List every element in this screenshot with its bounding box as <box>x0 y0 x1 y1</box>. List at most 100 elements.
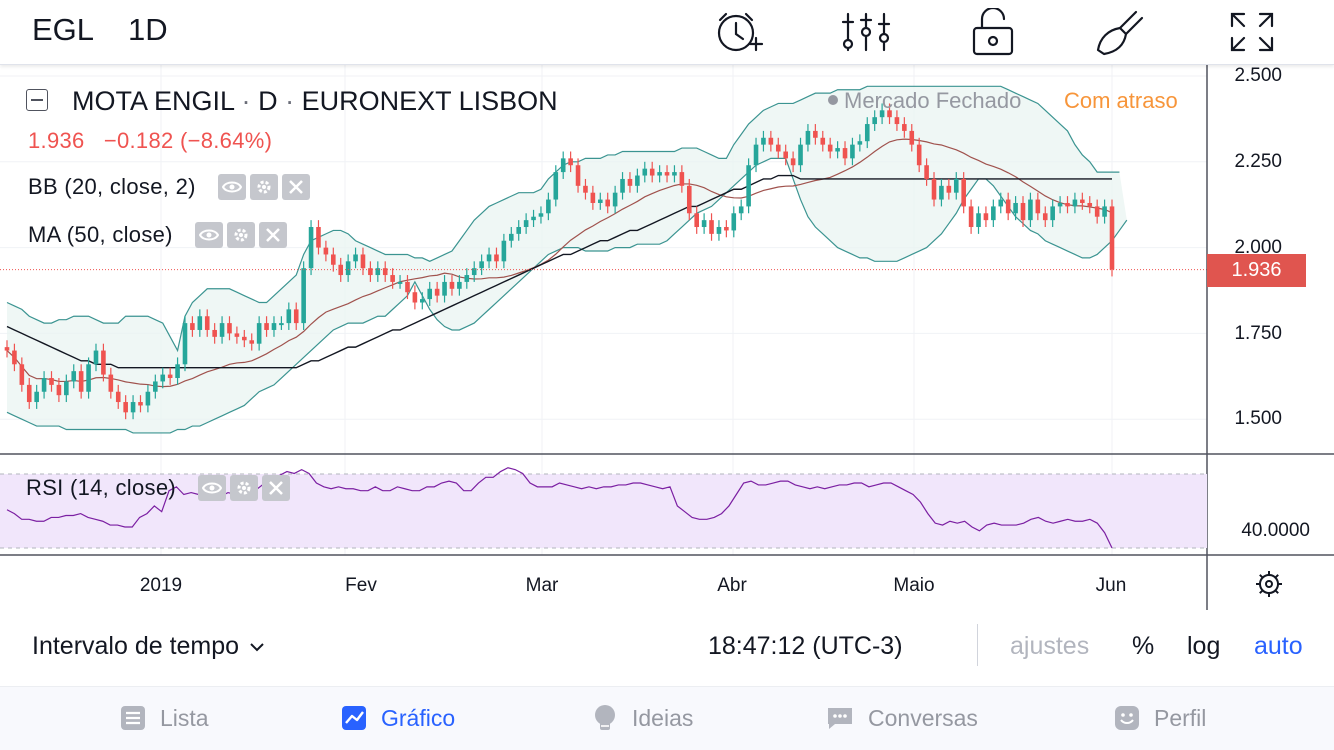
candle-body <box>4 347 10 351</box>
candle-body <box>798 144 803 166</box>
log-toggle[interactable]: log <box>1187 632 1221 660</box>
candle-body <box>486 254 492 262</box>
price-tick: 1.500 <box>1234 408 1282 429</box>
candle-body <box>998 199 1004 207</box>
candle-body <box>271 323 277 330</box>
candle-body <box>368 268 373 276</box>
chat-icon <box>828 708 852 729</box>
eye-icon[interactable] <box>194 222 223 248</box>
tab-label: Ideias <box>632 704 694 731</box>
price-tick: 2.250 <box>1234 151 1282 172</box>
time-range-button[interactable]: Intervalo de tempo <box>32 632 265 661</box>
gear-icon[interactable] <box>249 174 278 200</box>
eye-icon[interactable] <box>198 475 226 501</box>
candle-body <box>1065 202 1070 207</box>
candle-body <box>345 261 351 276</box>
fullscreen-icon[interactable] <box>1226 8 1278 56</box>
chevron-down-icon <box>250 642 264 651</box>
candle-body <box>1035 199 1041 214</box>
candle-body <box>649 168 655 176</box>
candle-body <box>1005 199 1011 214</box>
candle-body <box>864 124 870 142</box>
candle-body <box>204 316 210 330</box>
candle-body <box>115 391 121 403</box>
candle-body <box>464 275 470 282</box>
candle-body <box>679 172 685 186</box>
percent-toggle[interactable]: % <box>1132 632 1155 660</box>
drawing-icon[interactable] <box>1094 8 1146 56</box>
candle-body <box>442 281 447 296</box>
candle-body <box>701 220 707 228</box>
candle-body <box>501 240 507 262</box>
gear-icon[interactable] <box>226 222 255 248</box>
candle-body <box>939 185 944 200</box>
interval-button[interactable]: 1D <box>128 12 168 47</box>
candle-body <box>308 227 314 269</box>
price-chart[interactable] <box>0 65 1334 610</box>
candle-body <box>197 316 203 330</box>
candle-body <box>360 254 366 269</box>
time-tick: 2019 <box>139 575 183 596</box>
candle-body <box>338 264 344 276</box>
close-icon[interactable] <box>258 222 287 248</box>
candle-body <box>820 137 826 145</box>
candle-body <box>1087 202 1093 207</box>
candle-body <box>894 117 900 125</box>
gear-icon[interactable] <box>230 475 258 501</box>
time-tick: Maio <box>893 575 935 596</box>
tab-grafico[interactable]: Gráfico <box>341 702 455 734</box>
tab-conversas[interactable]: Conversas <box>826 702 978 734</box>
minus-box-icon[interactable] <box>26 89 48 111</box>
candle-body <box>842 148 848 159</box>
time-range-label: Intervalo de tempo <box>32 632 240 660</box>
alarm-add-icon[interactable] <box>712 8 764 56</box>
tab-ideias[interactable]: Ideias <box>592 702 693 734</box>
clock-time: 18:47:12 (UTC-3) <box>708 632 903 660</box>
candle-body <box>264 323 269 330</box>
candle-body <box>212 329 217 337</box>
candle-body <box>546 199 551 214</box>
candle-body <box>41 378 47 392</box>
settings-button[interactable]: ajustes <box>1010 632 1090 660</box>
candle-body <box>976 213 981 228</box>
indicators-icon[interactable] <box>840 8 892 56</box>
candle-body <box>449 281 455 289</box>
bb-band-fill <box>7 86 1127 433</box>
candle-body <box>768 137 774 145</box>
rsi-line <box>6 467 1113 549</box>
candle-body <box>568 158 573 166</box>
market-status: Mercado Fechado <box>828 88 1021 114</box>
eye-icon[interactable] <box>217 174 246 200</box>
candle-body <box>130 402 136 413</box>
candle-body <box>924 165 929 179</box>
candle-body <box>516 227 522 234</box>
legend-exchange: EURONEXT LISBON <box>301 86 558 116</box>
candle-body <box>657 172 662 176</box>
candle-body <box>538 213 544 217</box>
candle-body <box>227 323 232 334</box>
candle-body <box>872 117 877 125</box>
tab-lista[interactable]: Lista <box>120 702 209 734</box>
candle-body <box>694 213 699 228</box>
lock-icon[interactable] <box>968 6 1020 56</box>
gear-icon[interactable] <box>1254 569 1284 599</box>
candle-body <box>1094 206 1100 217</box>
candle-body <box>160 374 166 382</box>
candle-body <box>553 172 559 200</box>
candle-body <box>420 299 425 303</box>
symbol-button[interactable]: EGL <box>32 12 95 47</box>
candle-body <box>664 172 670 176</box>
time-tick: Jun <box>1095 575 1127 596</box>
tab-perfil[interactable]: Perfil <box>1114 702 1206 734</box>
auto-toggle[interactable]: auto <box>1254 632 1303 660</box>
candle-body <box>1102 206 1107 217</box>
close-icon[interactable] <box>262 475 290 501</box>
market-status-text: Mercado Fechado <box>844 88 1022 113</box>
candle-body <box>434 288 440 296</box>
candle-body <box>301 268 306 324</box>
close-icon[interactable] <box>281 174 310 200</box>
candle-body <box>153 381 158 392</box>
candle-body <box>709 220 714 234</box>
candle-body <box>1072 199 1078 207</box>
candle-body <box>479 261 484 269</box>
